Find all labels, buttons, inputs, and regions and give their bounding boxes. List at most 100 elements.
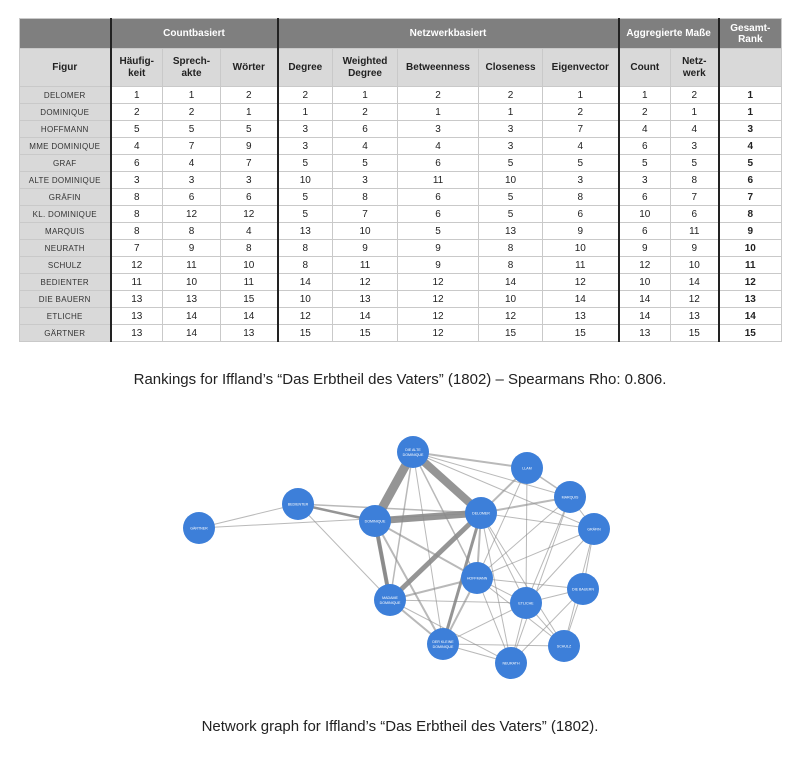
- rank-cell: 14: [276, 273, 334, 291]
- column-header-closeness: Closeness: [478, 48, 544, 87]
- rank-cell: 4: [717, 137, 783, 155]
- rank-cell: 5: [162, 120, 221, 138]
- rank-cell: 9: [397, 256, 480, 274]
- rank-cell: 11: [219, 273, 279, 291]
- rank-cell: 12: [478, 307, 544, 325]
- rank-cell: 8: [670, 171, 720, 189]
- rank-cell: 13: [617, 324, 672, 342]
- group-header-countbasiert: Countbasiert: [109, 18, 279, 49]
- rank-cell: 3: [617, 171, 672, 189]
- rank-cell: 5: [542, 154, 620, 172]
- group-header-netzwerkbasiert: Netzwerkbasiert: [276, 18, 620, 49]
- column-header-sprechakte: Sprech- akte: [162, 48, 221, 87]
- column-header-eigenvector: Eigenvector: [542, 48, 620, 87]
- rank-cell: 3: [717, 120, 783, 138]
- figur-cell: ETLICHE: [19, 307, 111, 325]
- rank-cell: 10: [276, 171, 334, 189]
- node-label: DOMINIQUE: [380, 601, 401, 605]
- column-header-weighted-degree: Weighted Degree: [332, 48, 399, 87]
- network-graph: DIE ALTEDOMINIQUELLAMMARQUISGRÄFINDOMINI…: [183, 436, 610, 679]
- table-row: HOFFMANN 5 5 5 3 6 3 3 7 4 4 3: [19, 120, 783, 138]
- rank-cell: 4: [219, 222, 279, 240]
- rank-cell: 5: [109, 120, 163, 138]
- graph-edge: [374, 520, 444, 645]
- table-caption: Rankings for Iffland’s “Das Erbtheil des…: [133, 371, 667, 388]
- rank-cell: 9: [162, 239, 221, 257]
- rank-cell: 6: [109, 154, 163, 172]
- rank-cell: 5: [717, 154, 783, 172]
- graph-node: DOMINIQUE: [359, 505, 391, 537]
- graph-edge: [297, 503, 482, 514]
- table-row: MARQUIS 8 8 4 13 10 5 13 9 6 11 9: [19, 222, 783, 240]
- table-row: GÄRTNER 13 14 13 15 15 12 15 15 13 15 15: [19, 324, 783, 342]
- group-header-aggregierte: Aggregierte Maße: [617, 18, 720, 49]
- figur-cell: HOFFMANN: [19, 120, 111, 138]
- graph-node: ETLICHE: [510, 587, 542, 619]
- table-row: DIE BAUERN 13 13 15 10 13 12 10 14 14 12 13: [19, 290, 783, 308]
- rank-cell: 10: [617, 273, 672, 291]
- rank-cell: 11: [332, 256, 399, 274]
- node-circle: [465, 497, 497, 529]
- graph-nodes: DIE ALTEDOMINIQUELLAMMARQUISGRÄFINDOMINI…: [183, 436, 610, 679]
- graph-edge: [412, 451, 528, 469]
- rank-cell: 8: [109, 188, 163, 206]
- node-label: GÄRTNER: [190, 527, 208, 531]
- graph-node: HOFFMANN: [461, 562, 493, 594]
- rank-cell: 1: [670, 103, 720, 121]
- rank-cell: 13: [670, 307, 720, 325]
- rank-cell: 10: [717, 239, 783, 257]
- graph-caption: Network graph for Iffland’s “Das Erbthei…: [201, 718, 599, 735]
- rank-cell: 9: [670, 239, 720, 257]
- rank-cell: 13: [109, 307, 163, 325]
- rank-cell: 3: [162, 171, 221, 189]
- rank-cell: 6: [219, 188, 279, 206]
- figur-cell: DIE BAUERN: [19, 290, 111, 308]
- node-label: LLAM: [522, 467, 531, 471]
- rank-cell: 4: [109, 137, 163, 155]
- node-circle: [359, 505, 391, 537]
- graph-edge: [389, 451, 414, 601]
- rank-cell: 13: [276, 222, 334, 240]
- graph-edge: [198, 512, 482, 529]
- rank-cell: 1: [542, 86, 620, 104]
- rank-cell: 12: [617, 256, 672, 274]
- rank-cell: 14: [162, 307, 221, 325]
- figur-cell: GÄRTNER: [19, 324, 111, 342]
- graph-node: BEDIENTER: [282, 488, 314, 520]
- node-label: DIE ALTE: [405, 448, 421, 452]
- figur-cell: DELOMER: [19, 86, 111, 104]
- graph-node: GRÄFIN: [578, 513, 610, 545]
- rank-cell: 9: [397, 239, 480, 257]
- rank-cell: 11: [670, 222, 720, 240]
- rank-cell: 5: [478, 188, 544, 206]
- table-row: GRAF 6 4 7 5 5 6 5 5 5 5 5: [19, 154, 783, 172]
- rank-cell: 13: [542, 307, 620, 325]
- rank-cell: 10: [617, 205, 672, 223]
- rank-cell: 14: [542, 290, 620, 308]
- rank-cell: 3: [109, 171, 163, 189]
- rank-cell: 15: [542, 324, 620, 342]
- rank-cell: 1: [219, 103, 279, 121]
- table-row: BEDIENTER 11 10 11 14 12 12 14 12 10 14 12: [19, 273, 783, 291]
- rank-cell: 7: [717, 188, 783, 206]
- rank-cell: 10: [162, 273, 221, 291]
- rank-cell: 12: [717, 273, 783, 291]
- rank-cell: 3: [542, 171, 620, 189]
- figur-cell: KL. DOMINIQUE: [19, 205, 111, 223]
- rank-cell: 2: [617, 103, 672, 121]
- column-header-count: Count: [617, 48, 672, 87]
- graph-node: DELOMER: [465, 497, 497, 529]
- rank-cell: 9: [219, 137, 279, 155]
- node-circle: [461, 562, 493, 594]
- rank-cell: 12: [109, 256, 163, 274]
- rank-cell: 5: [397, 222, 480, 240]
- table-body: DELOMER 1 1 2 2 1 2 2 1 1 2 1 DOMINIQUE 2 2 1 1 2 1 1 2 2 1 1 HO…: [19, 86, 783, 342]
- rank-cell: 7: [670, 188, 720, 206]
- graph-node: NEURATH: [495, 647, 527, 679]
- figur-cell: NEURATH: [19, 239, 111, 257]
- rank-cell: 6: [162, 188, 221, 206]
- rank-cell: 1: [332, 86, 399, 104]
- rank-cell: 14: [332, 307, 399, 325]
